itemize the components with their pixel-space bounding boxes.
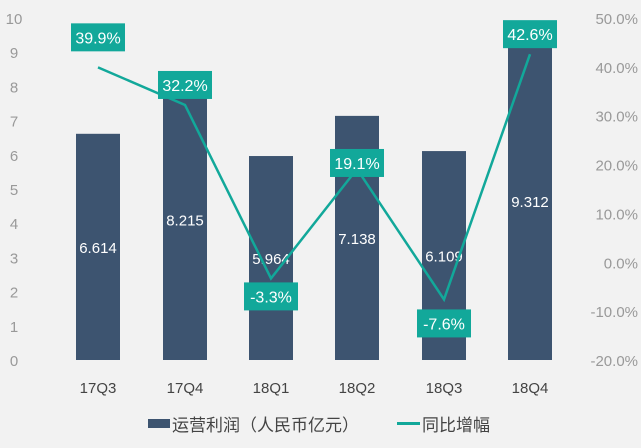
left-axis-tick: 9 xyxy=(10,45,18,62)
line-value-label: 32.2% xyxy=(162,78,207,95)
line-value-label: 42.6% xyxy=(507,27,552,44)
right-axis-tick: 40.0% xyxy=(595,60,638,77)
x-axis-tick: 18Q2 xyxy=(339,380,376,397)
line-value-label: -3.3% xyxy=(250,289,292,306)
line-value-label: -7.6% xyxy=(423,316,465,333)
x-axis-tick: 18Q3 xyxy=(426,380,463,397)
bar xyxy=(76,133,120,360)
line-value-box xyxy=(330,148,384,177)
line-value-box xyxy=(71,23,125,52)
line-value-box xyxy=(244,282,298,311)
legend: 运营利润（人民币亿元） 同比增幅 xyxy=(148,416,490,435)
left-axis-tick: 1 xyxy=(10,319,18,336)
right-axis-tick: 20.0% xyxy=(595,158,638,175)
line-value-box xyxy=(158,70,212,99)
bar-value-label: 8.215 xyxy=(166,213,204,230)
x-axis-tick: 18Q4 xyxy=(512,380,549,397)
x-axis-tick: 17Q3 xyxy=(80,380,117,397)
right-axis-tick: 50.0% xyxy=(595,11,638,28)
bar xyxy=(163,79,207,360)
legend-swatch-bar xyxy=(148,419,170,428)
legend-label-bar: 运营利润（人民币亿元） xyxy=(172,416,359,435)
bar-value-label: 5.964 xyxy=(252,251,290,268)
left-axis-tick: 4 xyxy=(10,216,18,233)
left-axis-tick: 3 xyxy=(10,250,18,267)
left-axis-tick: 0 xyxy=(10,353,18,370)
right-axis-tick: 30.0% xyxy=(595,109,638,126)
right-axis-tick: -20.0% xyxy=(590,353,638,370)
right-axis-tick: 10.0% xyxy=(595,206,638,223)
line-value-box xyxy=(417,309,471,338)
right-axis-tick: 0.0% xyxy=(604,255,638,272)
bar-value-label: 6.109 xyxy=(425,249,463,266)
left-axis-tick: 5 xyxy=(10,182,18,199)
left-axis-tick: 8 xyxy=(10,79,18,96)
left-axis-tick: 6 xyxy=(10,148,18,165)
x-axis-tick: 18Q1 xyxy=(253,380,290,397)
left-axis-tick: 2 xyxy=(10,285,18,302)
bar-value-label: 9.312 xyxy=(511,194,549,211)
left-axis-tick: 10 xyxy=(6,11,23,28)
left-axis-tick: 7 xyxy=(10,114,18,131)
bar-value-label: 6.614 xyxy=(79,240,117,257)
line-value-label: 39.9% xyxy=(75,30,120,47)
legend-label-line: 同比增幅 xyxy=(422,416,490,435)
right-axis-tick: -10.0% xyxy=(590,304,638,321)
x-axis-tick: 17Q4 xyxy=(167,380,204,397)
line-value-box xyxy=(503,20,557,49)
line-value-label: 19.1% xyxy=(334,156,379,173)
bar-value-label: 7.138 xyxy=(338,231,376,248)
